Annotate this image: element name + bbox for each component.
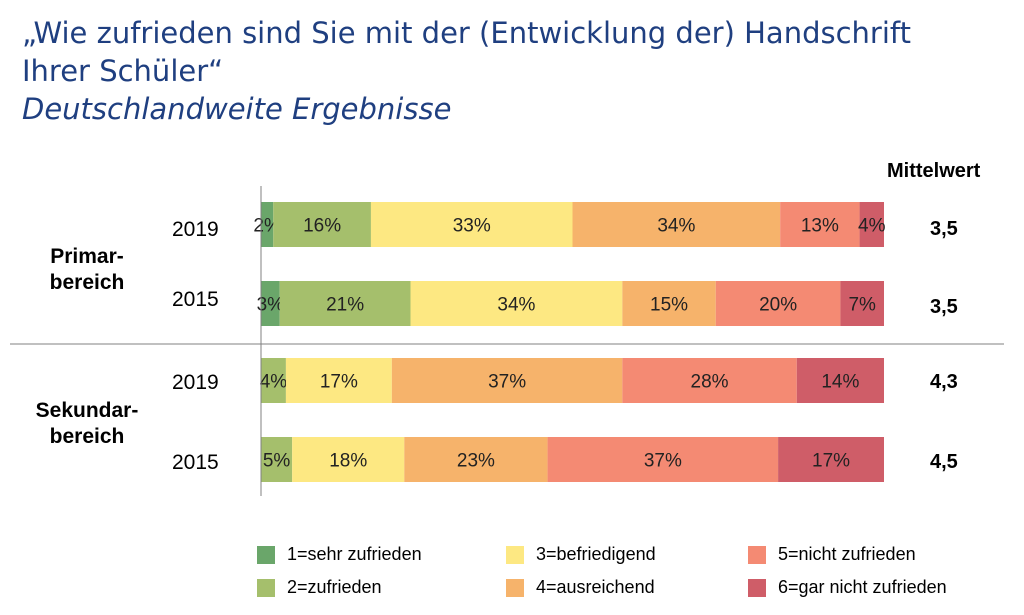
title-line-2: Ihrer Schüler“	[22, 54, 224, 88]
legend-swatch-level-3	[506, 546, 524, 564]
bars-layer: 2% 16% 33% 34% 13% 4%3% 21% 34% 15% 20% 7%4% 17% 37%…	[253, 202, 886, 482]
bar-segment-sekundar-2019-level-4	[391, 358, 623, 403]
bar-segment-primar-2019-level-1	[261, 202, 274, 247]
group-label-primar-line1: Primar-	[50, 245, 124, 268]
bar-segment-primar-2015-level-6	[840, 281, 884, 326]
data-label-primar-2019-level-6: 4%	[858, 216, 886, 237]
legend-label-level-1: 1=sehr zufrieden	[287, 544, 422, 564]
legend-swatch-level-2	[257, 579, 275, 597]
bar-segment-sekundar-2019-level-6	[796, 358, 884, 403]
data-label-primar-2015-level-4: 15%	[650, 295, 688, 316]
bar-segment-primar-2019-level-5	[780, 202, 860, 247]
data-label-sekundar-2015-level-2: 5%	[263, 451, 291, 472]
mean-value-sekundar-2019: 4,3	[930, 371, 958, 393]
data-label-sekundar-2019-level-4: 37%	[488, 372, 526, 393]
bar-segment-primar-2015-level-4	[622, 281, 716, 326]
bar-segment-primar-2015-level-5	[715, 281, 841, 326]
data-label-primar-2019-level-5: 13%	[801, 216, 839, 237]
bar-segment-sekundar-2019-level-3	[285, 358, 392, 403]
bar-segment-primar-2019-level-4	[572, 202, 781, 247]
group-label-sekundar-line1: Sekundar-	[35, 399, 139, 422]
legend-label-level-6: 6=gar nicht zufrieden	[778, 577, 947, 597]
data-label-primar-2019-level-2: 16%	[303, 216, 341, 237]
year-label-primar-2019: 2019	[172, 218, 219, 241]
chart-title: „Wie zufrieden sind Sie mit der (Entwick…	[22, 14, 911, 128]
data-label-primar-2019-level-4: 34%	[657, 216, 695, 237]
group-label-sekundar-line2: bereich	[49, 425, 125, 448]
data-label-primar-2015-level-5: 20%	[759, 295, 797, 316]
legend-swatch-level-4	[506, 579, 524, 597]
data-label-sekundar-2019-level-6: 14%	[821, 372, 859, 393]
chart-subtitle: Deutschlandweite Ergebnisse	[22, 92, 452, 126]
bar-segment-sekundar-2019-level-2	[261, 358, 286, 403]
bar-segment-sekundar-2015-level-4	[404, 437, 548, 482]
data-label-primar-2015-level-6: 7%	[848, 295, 876, 316]
data-label-sekundar-2015-level-3: 18%	[329, 451, 367, 472]
year-label-sekundar-2019: 2019	[172, 371, 219, 394]
data-label-primar-2015-level-2: 21%	[326, 295, 364, 316]
mean-value-primar-2019: 3,5	[930, 218, 958, 240]
year-label-sekundar-2015: 2015	[172, 451, 219, 474]
bar-segment-sekundar-2019-level-5	[622, 358, 797, 403]
data-label-primar-2015-level-1: 3%	[257, 295, 285, 316]
bar-segment-sekundar-2015-level-5	[547, 437, 779, 482]
legend-label-level-3: 3=befriedigend	[536, 544, 656, 564]
group-label-primar-line2: bereich	[49, 271, 125, 294]
bar-segment-primar-2015-level-3	[410, 281, 623, 326]
year-label-primar-2015: 2015	[172, 288, 219, 311]
bar-segment-primar-2015-level-2	[279, 281, 411, 326]
legend-label-level-5: 5=nicht zufrieden	[778, 544, 916, 564]
legend-label-level-4: 4=ausreichend	[536, 577, 655, 597]
bar-segment-primar-2019-level-3	[370, 202, 573, 247]
bar-segment-sekundar-2015-level-2	[261, 437, 293, 482]
bar-segment-primar-2019-level-6	[859, 202, 884, 247]
mean-column-header: Mittelwert	[887, 160, 981, 182]
data-label-sekundar-2015-level-6: 17%	[812, 451, 850, 472]
legend-label-level-2: 2=zufrieden	[287, 577, 382, 597]
data-label-sekundar-2019-level-2: 4%	[260, 372, 288, 393]
data-label-sekundar-2015-level-4: 23%	[457, 451, 495, 472]
group-label-primar: Primar- bereich	[14, 244, 160, 296]
data-label-sekundar-2015-level-5: 37%	[644, 451, 682, 472]
bar-segment-sekundar-2015-level-3	[292, 437, 405, 482]
legend-swatch-level-5	[748, 546, 766, 564]
mean-value-primar-2015: 3,5	[930, 296, 958, 318]
data-label-primar-2015-level-3: 34%	[497, 295, 535, 316]
group-label-sekundar: Sekundar- bereich	[14, 398, 160, 450]
bar-segment-primar-2015-level-1	[261, 281, 280, 326]
mean-value-sekundar-2015: 4,5	[930, 451, 958, 473]
bar-segment-primar-2019-level-2	[273, 202, 371, 247]
bar-segment-sekundar-2015-level-6	[778, 437, 884, 482]
legend-swatch-level-1	[257, 546, 275, 564]
legend-swatch-level-6	[748, 579, 766, 597]
data-label-sekundar-2019-level-5: 28%	[691, 372, 729, 393]
data-label-sekundar-2019-level-3: 17%	[320, 372, 358, 393]
data-label-primar-2019-level-3: 33%	[453, 216, 491, 237]
title-line-1: „Wie zufrieden sind Sie mit der (Entwick…	[22, 16, 911, 50]
